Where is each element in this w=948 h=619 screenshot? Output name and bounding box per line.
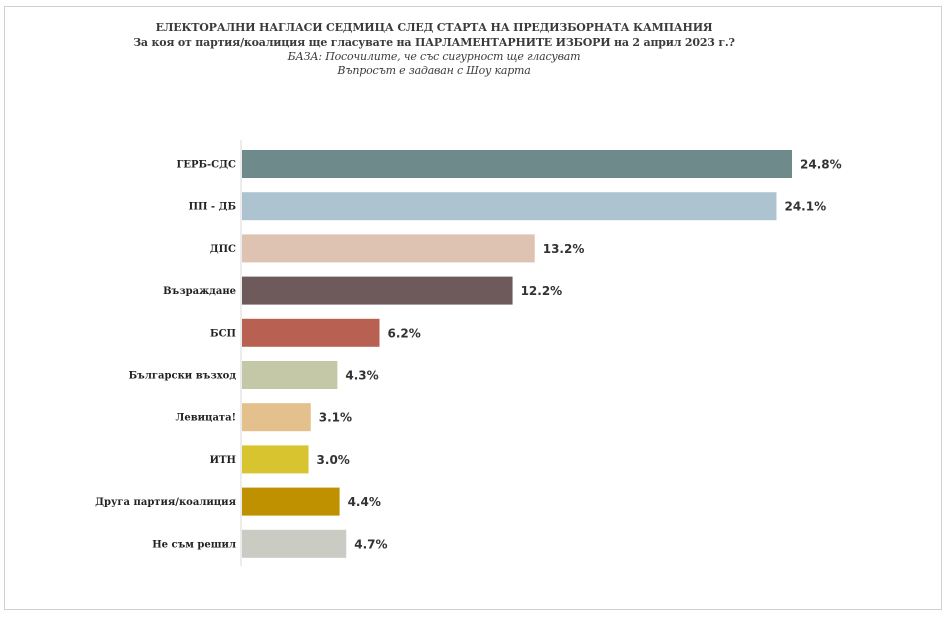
value-label: 13.2% bbox=[543, 242, 585, 256]
bar bbox=[242, 150, 792, 178]
category-label: ГЕРБ-СДС bbox=[176, 160, 236, 171]
bar bbox=[242, 403, 311, 432]
bar bbox=[242, 361, 338, 389]
value-label: 12.2% bbox=[521, 284, 563, 298]
category-label: ПП - ДБ bbox=[189, 202, 236, 213]
bar bbox=[242, 529, 347, 558]
bars-group: ГЕРБ-СДС 24.8% ПП - ДБ 24.1% ДПС 13.2% Възражд… bbox=[95, 150, 842, 558]
chart-frame bbox=[4, 6, 942, 610]
category-label: Левицата! bbox=[175, 413, 236, 424]
value-label: 24.1% bbox=[784, 200, 826, 214]
category-label: Възраждане bbox=[163, 286, 236, 297]
value-label: 4.3% bbox=[345, 369, 378, 383]
value-label: 4.7% bbox=[354, 537, 387, 551]
category-label: ДПС bbox=[210, 244, 236, 255]
value-label: 4.4% bbox=[348, 495, 381, 509]
chart-question: За коя от партия/коалиция ще гласувате н… bbox=[133, 36, 735, 49]
bar bbox=[242, 487, 340, 516]
chart-card-note: Въпросът е задаван с Шоу карта bbox=[337, 64, 531, 77]
category-label: БСП bbox=[210, 328, 236, 339]
bar bbox=[242, 445, 309, 474]
bar bbox=[242, 234, 535, 263]
bar bbox=[242, 318, 380, 347]
bar bbox=[242, 192, 777, 221]
value-label: 24.8% bbox=[800, 158, 842, 172]
value-label: 6.2% bbox=[388, 326, 421, 340]
value-label: 3.1% bbox=[319, 411, 352, 425]
chart-title: ЕЛЕКТОРАЛНИ НАГЛАСИ СЕДМИЦА СЛЕД СТАРТА … bbox=[155, 21, 713, 34]
category-label: ИТН bbox=[210, 455, 236, 466]
value-label: 3.0% bbox=[317, 453, 350, 467]
chart-header: ЕЛЕКТОРАЛНИ НАГЛАСИ СЕДМИЦА СЛЕД СТАРТА … bbox=[0, 20, 868, 78]
bar bbox=[242, 276, 513, 305]
category-label: Български възход bbox=[129, 371, 237, 382]
category-label: Не съм решил bbox=[152, 539, 236, 550]
category-label: Друга партия/коалиция bbox=[95, 497, 236, 508]
chart-base-note: БАЗА: Посочилите, че със сигурност ще гл… bbox=[287, 50, 581, 63]
